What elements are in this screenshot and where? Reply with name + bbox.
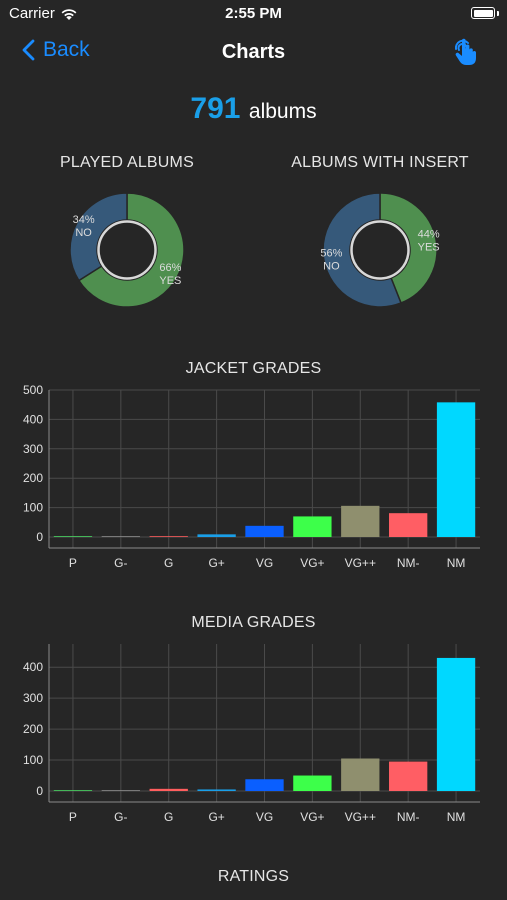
jacket-x-tick-label: P (69, 556, 77, 570)
played-slice-no-label: NO (75, 227, 92, 239)
media-bar-vgplus (293, 775, 332, 791)
media-x-tick-label: NM- (397, 810, 420, 824)
jacket-bar-gplus (197, 534, 236, 537)
jacket-x-tick-label: VG (256, 556, 273, 570)
jacket-y-tick-label: 500 (23, 383, 43, 397)
media-x-tick-label: VG+ (300, 810, 324, 824)
battery-cap (497, 11, 499, 16)
insert-albums-title: ALBUMS WITH INSERT (291, 154, 469, 171)
ratings-title: RATINGS (217, 868, 290, 885)
jacket-bar-nmminus (389, 513, 428, 537)
media-bar-g (149, 788, 188, 791)
insert-slice-yes-percent: 44% (418, 229, 440, 241)
jacket-bar-vgplus (293, 516, 332, 537)
played-albums-donut: 66%YES 34%NO (69, 192, 185, 308)
played-slice-yes-label: YES (159, 275, 181, 287)
jacket-bar-gminus (101, 536, 140, 537)
media-bar-gplus (197, 789, 236, 791)
jacket-x-tick-label: G (164, 556, 173, 570)
played-slice-no-percent: 34% (73, 214, 95, 226)
media-y-tick-label: 300 (23, 691, 43, 705)
jacket-bar-vg (245, 525, 284, 537)
played-inner-ring (97, 220, 157, 280)
insert-slice-yes (379, 192, 438, 304)
jacket-grades-chart: 0 100 200 300 400 500 P G- G G+ VG VG+ VG++ NM- NM (23, 383, 480, 570)
jacket-x-tick-label: VG+ (300, 556, 324, 570)
media-bar-gminus (101, 790, 140, 791)
touch-button[interactable] (451, 37, 481, 72)
jacket-grades-title: JACKET GRADES (185, 360, 322, 377)
played-slice-yes (77, 192, 185, 308)
chevron-left-icon (22, 39, 35, 61)
media-y-tick-label: 100 (23, 753, 43, 767)
media-x-tick-label: G+ (208, 810, 224, 824)
insert-albums-donut: 44%YES 56%NO (320, 192, 440, 308)
jacket-x-tick-label: G- (114, 556, 127, 570)
jacket-y-tick-label: 100 (23, 501, 43, 515)
played-slice-no (69, 192, 128, 282)
jacket-bar-vgplusplus (341, 505, 380, 537)
media-y-tick-label: 200 (23, 722, 43, 736)
album-count-number: 791 (190, 92, 241, 125)
carrier-label: Carrier (9, 5, 55, 22)
media-bar-p (53, 790, 93, 791)
media-bar-nm (436, 657, 476, 791)
insert-inner-ring (350, 220, 410, 280)
played-slice-yes-percent: 66% (159, 262, 181, 274)
jacket-y-tick-label: 300 (23, 442, 43, 456)
jacket-x-tick-label: NM (447, 556, 466, 570)
jacket-y-tick-label: 400 (23, 412, 43, 426)
jacket-y-tick-label: 0 (36, 530, 43, 544)
jacket-y-tick-label: 200 (23, 471, 43, 485)
media-x-tick-label: NM (447, 810, 466, 824)
played-albums-title: PLAYED ALBUMS (60, 154, 194, 171)
wifi-icon (61, 8, 77, 20)
insert-slice-no-label: NO (323, 260, 340, 272)
page-title: Charts (221, 41, 286, 63)
media-x-tick-label: P (69, 810, 77, 824)
jacket-x-tick-label: VG++ (345, 556, 376, 570)
media-bar-vg (245, 779, 284, 791)
insert-slice-yes-label: YES (418, 242, 440, 254)
hand-tap-icon (454, 38, 476, 65)
jacket-bar-nm (436, 402, 476, 537)
media-y-tick-label: 0 (36, 784, 43, 798)
insert-slice-no-percent: 56% (320, 247, 342, 259)
media-bar-nmminus (389, 761, 428, 791)
jacket-x-tick-label: G+ (208, 556, 224, 570)
battery-icon (471, 7, 495, 19)
back-button[interactable]: Back (22, 38, 90, 62)
media-grades-title: MEDIA GRADES (191, 614, 316, 631)
status-bar: Carrier 2:55 PM (0, 0, 507, 28)
media-x-tick-label: VG++ (345, 810, 376, 824)
media-x-tick-label: VG (256, 810, 273, 824)
media-y-tick-label: 400 (23, 660, 43, 674)
insert-slice-no (322, 192, 402, 308)
album-count-unit: albums (248, 100, 317, 123)
jacket-bar-g (149, 536, 188, 537)
status-time: 2:55 PM (225, 5, 282, 22)
media-grades-chart: 0 100 200 300 400 P G- G G+ VG VG+ VG++ NM- NM (23, 644, 480, 824)
album-count: 791 albums (0, 92, 507, 126)
back-label: Back (43, 38, 90, 61)
media-x-tick-label: G- (114, 810, 127, 824)
jacket-bar-p (53, 536, 93, 537)
media-x-tick-label: G (164, 810, 173, 824)
jacket-x-tick-label: NM- (397, 556, 420, 570)
media-bar-vgplusplus (341, 758, 380, 791)
nav-bar: Back Charts (0, 34, 507, 72)
status-left: Carrier (9, 5, 78, 22)
